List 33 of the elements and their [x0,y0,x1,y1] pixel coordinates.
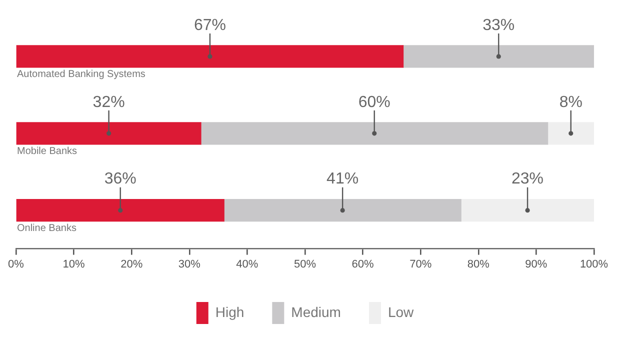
legend-label: High [215,304,244,320]
bar [16,199,224,222]
bar [200,122,548,145]
y-tick-label: Mobile Banks [17,146,78,158]
data-label: 33% [482,16,515,34]
bar [402,45,594,68]
x-tick-label: 10% [62,258,86,270]
x-tick-label: 50% [294,258,316,270]
bar [460,199,594,222]
data-label: 60% [358,94,390,111]
x-tick-label: 100% [580,258,608,270]
legend-label: Medium [291,304,341,320]
x-tick-label: 80% [467,258,490,270]
x-tick-label: 90% [525,258,548,270]
data-label: 41% [326,170,359,188]
x-tick-label: 30% [178,258,201,270]
x-tick-label: 20% [120,258,143,270]
data-label: 67% [194,16,226,34]
x-tick-label: 0% [8,258,24,270]
x-tick-label: 60% [352,258,374,270]
data-label: 36% [104,170,136,188]
bar [547,122,594,145]
x-tick-label: 70% [410,258,432,270]
bar [16,122,202,145]
y-tick-label: Online Banks [17,223,76,234]
data-label: 32% [92,94,125,111]
legend-label: Low [388,304,415,320]
data-label: 23% [512,170,544,188]
y-tick-label: Automated Banking Systems [17,69,146,80]
bar [16,45,404,68]
bar [224,199,462,222]
data-label: 8% [559,94,582,111]
x-tick-label: 40% [236,258,258,270]
